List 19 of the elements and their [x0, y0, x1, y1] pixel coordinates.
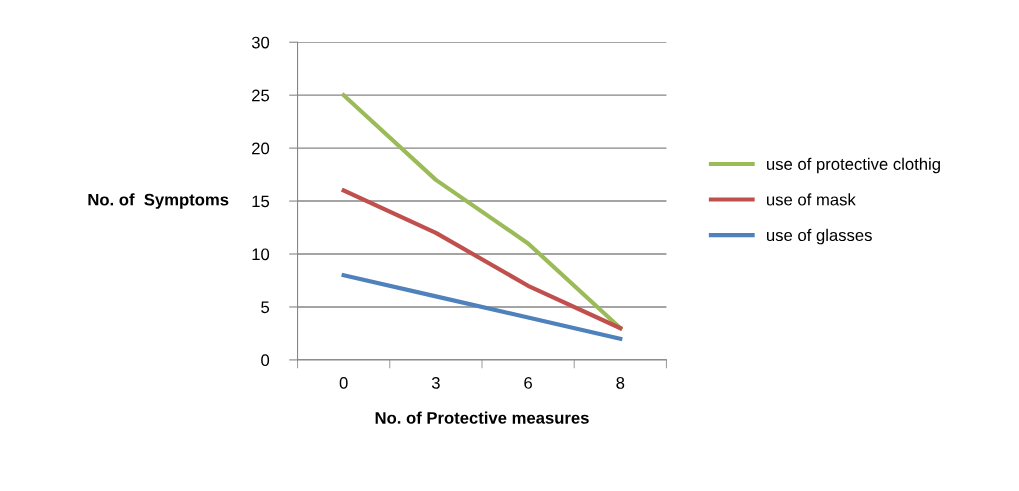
line-series	[341, 188, 623, 331]
x-tick-label: 3	[431, 377, 440, 389]
y-tick-label: 5	[261, 301, 270, 314]
y-tick-label: 10	[252, 248, 270, 261]
y-tick-label: 0	[261, 354, 270, 367]
legend-label: use of protective clothig	[767, 157, 940, 174]
legend-label: use of mask	[767, 193, 856, 206]
y-tick-label: 20	[252, 142, 270, 155]
x-tick-label: 6	[524, 377, 532, 389]
y-tick-label: 15	[252, 195, 270, 208]
x-tick-label: 0	[339, 377, 348, 389]
y-tick-label: 25	[252, 89, 270, 102]
x-axis-title: No. of Protective measures	[375, 411, 589, 424]
y-axis-title: No. of Symptoms	[88, 193, 229, 209]
y-tick-label: 30	[251, 36, 270, 49]
line-series	[341, 93, 623, 331]
line-series	[341, 273, 623, 341]
legend-label: use of glasses	[767, 228, 872, 245]
x-tick-label: 8	[616, 377, 625, 389]
